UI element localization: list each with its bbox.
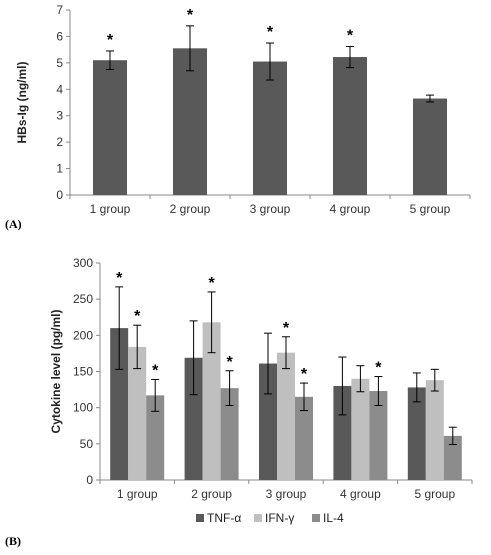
panel-a-y-tick-label: 6 (56, 29, 63, 43)
panel-a-significance-star: * (107, 32, 114, 49)
panel-b-bar (259, 363, 277, 480)
panel-a-panel-label: (A) (5, 217, 22, 231)
panel-a-bar (93, 60, 127, 195)
panel-b-x-tick-label: 4 group (340, 487, 381, 501)
panel-b-bar (110, 328, 129, 480)
panel-b-significance-star: * (208, 275, 215, 292)
panel-b-bar (220, 388, 239, 480)
panel-a-x-tick-label: 1 group (90, 202, 131, 216)
panel-b-x-tick-label: 3 group (266, 487, 307, 501)
panel-a-x-tick-label: 2 group (170, 202, 211, 216)
panel-b-legend-swatch (196, 514, 204, 522)
panel-b-significance-star: * (226, 354, 233, 371)
panel-b-y-tick-label: 100 (73, 401, 93, 415)
panel-b-legend-label: IL-4 (323, 511, 344, 525)
panel-b-bar (202, 322, 221, 480)
panel-b-bar (407, 387, 426, 480)
panel-a-bar (253, 61, 287, 196)
panel-a-x-tick-label: 3 group (250, 202, 291, 216)
panel-b-x-tick-label: 2 group (191, 487, 232, 501)
panel-a-chart: 0 1 2 3 4 5 6 7 1 group 2 group 3 group 4 group 5 gr… (5, 3, 471, 231)
panel-b-bar (184, 357, 203, 480)
panel-b-chart: 0 50 100 150 200 250 300 1 group 2 group 3 group 4… (5, 256, 473, 548)
panel-a-significance-star: * (187, 7, 194, 24)
panel-b-bar (333, 385, 352, 480)
panel-b-x-tick-label: 1 group (117, 487, 158, 501)
panel-b-legend-swatch (254, 514, 262, 522)
panel-b-bar (369, 391, 388, 480)
panel-b-bar (295, 396, 313, 480)
panel-a-y-tick-label: 7 (56, 3, 63, 17)
panel-b-significance-star: * (134, 308, 141, 325)
panel-a-y-tick-label: 3 (56, 109, 63, 123)
panel-a-y-tick-label: 2 (56, 135, 63, 149)
panel-b-y-tick-label: 0 (86, 473, 93, 487)
panel-b-y-tick-label: 150 (73, 365, 93, 379)
panel-a-y-axis-title: HBs-Ig (ng/ml) (15, 62, 29, 144)
panel-b-panel-label: (B) (5, 534, 21, 548)
panel-b-significance-star: * (116, 270, 123, 287)
panel-a-bar (413, 98, 447, 195)
panel-b-significance-star: * (152, 362, 159, 379)
panel-b-bar (425, 380, 444, 480)
panel-b-significance-star: * (301, 366, 308, 383)
panel-a-significance-star: * (347, 27, 354, 44)
panel-b-significance-star: * (375, 360, 382, 377)
panel-b-bar (146, 395, 165, 480)
panel-b-y-tick-label: 50 (80, 437, 94, 451)
panel-a-bar (333, 57, 367, 195)
panel-b-significance-star: * (283, 320, 290, 337)
panel-a-y-tick-label: 1 (56, 162, 63, 176)
panel-a-x-tick-label: 4 group (330, 202, 371, 216)
panel-b-x-tick-label: 5 group (414, 487, 455, 501)
panel-b-legend-label: IFN-γ (265, 511, 294, 525)
panel-b-bar (351, 378, 370, 480)
panel-b-bar (443, 435, 462, 480)
panel-a-y-tick-label: 4 (56, 82, 63, 96)
panel-b-bar (277, 352, 295, 480)
panel-b-y-tick-label: 200 (73, 328, 93, 342)
panel-b-legend-swatch (312, 514, 320, 522)
panel-a-significance-star: * (267, 24, 274, 41)
panel-b-y-tick-label: 300 (73, 256, 93, 270)
panel-b-y-tick-label: 250 (73, 292, 93, 306)
panel-b-legend: TNF-α IFN-γ IL-4 (196, 511, 344, 525)
panel-b-legend-label: TNF-α (207, 511, 241, 525)
panel-a-y-tick-label: 5 (56, 56, 63, 70)
panel-b-y-axis-title: Cytokine level (pg/ml) (49, 309, 63, 433)
panel-a-bar (173, 48, 207, 196)
panel-a-x-tick-label: 5 group (410, 202, 451, 216)
panel-b-bar (128, 346, 147, 480)
panel-a-y-tick-label: 0 (56, 188, 63, 202)
